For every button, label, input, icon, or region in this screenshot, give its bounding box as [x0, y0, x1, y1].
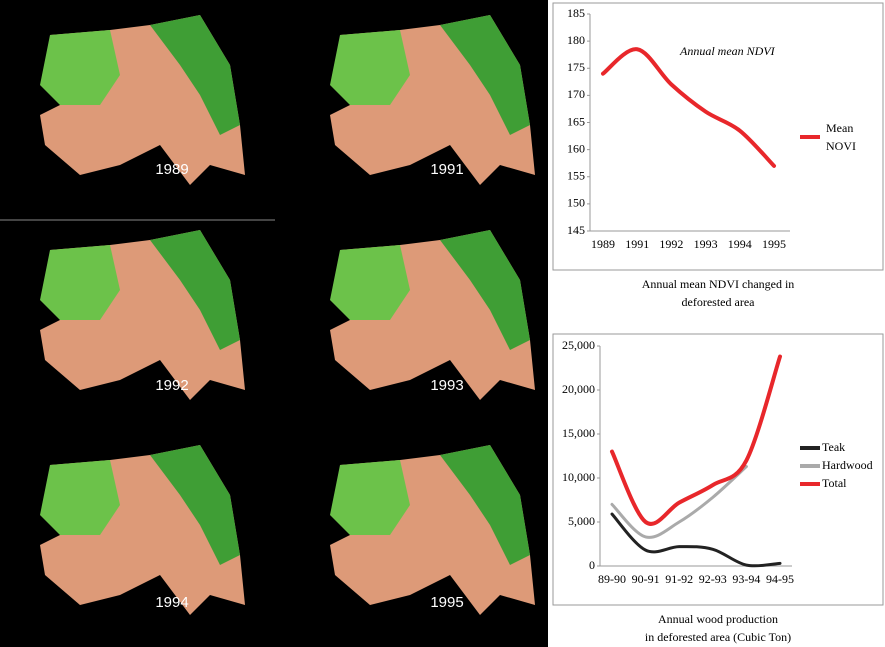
y-tick-label: 15,000	[562, 426, 595, 440]
x-tick-label: 1991	[625, 237, 649, 251]
caption: Annual wood production	[658, 612, 778, 626]
legend-label: Teak	[822, 440, 845, 454]
chart-frame	[552, 333, 884, 606]
line	[610, 512, 782, 568]
annotation: Annual mean NDVI	[679, 44, 776, 58]
y-tick-label: 180	[567, 33, 585, 47]
legend-label: Total	[822, 476, 847, 490]
x-tick-label: 90-91	[632, 572, 660, 586]
y-tick-label: 155	[567, 169, 585, 183]
map-year: 1994	[155, 594, 188, 611]
x-tick-label: 1994	[728, 237, 752, 251]
line	[610, 354, 782, 526]
map-year: 1992	[155, 377, 188, 394]
map-year: 1989	[155, 161, 188, 178]
x-tick-label: 91-92	[665, 572, 693, 586]
x-tick-label: 1995	[762, 237, 786, 251]
x-tick-label: 94-95	[766, 572, 794, 586]
y-tick-label: 145	[567, 223, 585, 237]
y-tick-label: 10,000	[562, 470, 595, 484]
x-tick-label: 89-90	[598, 572, 626, 586]
x-tick-label: 1993	[694, 237, 718, 251]
y-tick-label: 0	[589, 558, 595, 572]
x-tick-label: 93-94	[732, 572, 760, 586]
y-tick-label: 25,000	[562, 338, 595, 352]
x-tick-label: 1992	[659, 237, 683, 251]
y-tick-label: 170	[567, 87, 585, 101]
caption: Annual mean NDVI changed in	[642, 277, 795, 291]
legend-label: Mean NOVI	[826, 121, 856, 153]
map-year: 1991	[430, 161, 463, 178]
y-tick-label: 150	[567, 196, 585, 210]
y-tick-label: 165	[567, 114, 585, 128]
caption: deforested area	[682, 295, 756, 309]
line	[601, 47, 776, 168]
y-tick-label: 175	[567, 60, 585, 74]
y-tick-label: 20,000	[562, 382, 595, 396]
chart-frame	[552, 2, 884, 271]
caption: in deforested area (Cubic Ton)	[645, 630, 791, 644]
x-tick-label: 1989	[591, 237, 615, 251]
y-tick-label: 185	[567, 6, 585, 20]
line	[610, 465, 748, 539]
y-tick-label: 5,000	[568, 514, 595, 528]
y-tick-label: 160	[567, 141, 585, 155]
map-year: 1993	[430, 377, 463, 394]
x-tick-label: 92-93	[699, 572, 727, 586]
map-year: 1995	[430, 594, 463, 611]
legend-label: Hardwood	[822, 458, 873, 472]
